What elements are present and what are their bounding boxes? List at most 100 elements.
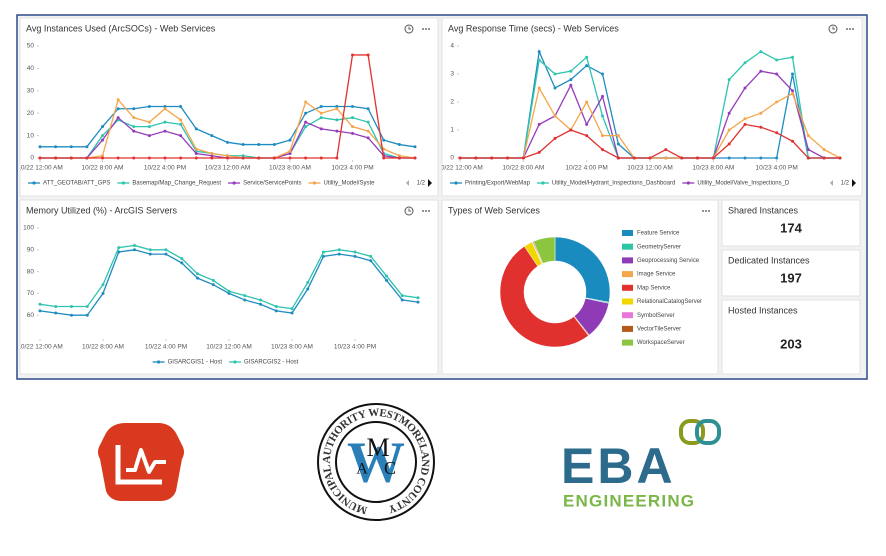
y-tick-label: 0 xyxy=(30,155,34,162)
stat-card xyxy=(721,299,861,375)
series-point xyxy=(54,145,58,149)
series-point xyxy=(85,313,89,317)
series-point xyxy=(648,156,652,160)
series-point xyxy=(553,136,557,140)
series-point xyxy=(632,156,636,160)
series-point xyxy=(759,156,763,160)
legend-label: VectorTileServer xyxy=(637,326,681,332)
history-icon xyxy=(404,24,414,34)
y-tick-label: 10 xyxy=(27,132,35,139)
series-point xyxy=(272,143,276,147)
series-point xyxy=(319,127,323,131)
x-tick-label: 10/22 8:00 AM xyxy=(82,344,124,351)
series-point xyxy=(211,278,215,282)
series-point xyxy=(585,100,589,104)
legend-item: GISARCGIS2 - Host xyxy=(229,360,299,366)
more-icon xyxy=(852,28,854,30)
series-point xyxy=(288,152,292,156)
series-point xyxy=(179,156,183,160)
series-point xyxy=(335,107,339,111)
series-point xyxy=(148,252,152,256)
legend-prev xyxy=(830,180,833,186)
series-point xyxy=(616,134,620,138)
series-point xyxy=(537,86,541,90)
series-point xyxy=(537,50,541,54)
series-point xyxy=(351,53,354,57)
history-icon xyxy=(832,26,835,30)
series-point xyxy=(822,148,826,152)
series-point xyxy=(569,69,573,73)
stat-value: 197 xyxy=(780,270,802,285)
series-point xyxy=(759,111,763,115)
series-point xyxy=(335,129,339,133)
x-tick-label: 10/23 12:00 AM xyxy=(206,344,252,351)
series-point xyxy=(319,104,323,108)
series-point xyxy=(585,122,589,126)
series-point xyxy=(822,156,826,160)
series-point xyxy=(132,156,136,160)
series-point xyxy=(416,296,420,300)
series-point xyxy=(791,89,794,93)
series-point xyxy=(351,125,354,129)
series-point xyxy=(369,259,373,263)
more-icon xyxy=(846,28,848,30)
series-point xyxy=(304,111,308,115)
panel xyxy=(441,199,719,375)
series-point xyxy=(397,156,401,160)
panel-title: Avg Instances Used (ArcSOCs) - Web Servi… xyxy=(26,23,216,33)
series-point xyxy=(54,156,58,160)
series-point xyxy=(147,156,151,160)
series-point xyxy=(179,134,183,138)
legend-item: Service/ServicePoints xyxy=(228,181,301,187)
series-point xyxy=(743,61,747,65)
panel-title: Avg Response Time (secs) - Web Services xyxy=(448,23,619,33)
legend-label: Utility_Model/Valve_Inspections_D xyxy=(697,181,790,187)
series-point xyxy=(196,272,199,276)
series-point xyxy=(210,156,214,160)
series-point xyxy=(179,104,183,108)
panel xyxy=(19,17,439,197)
series-point xyxy=(385,278,388,282)
legend-swatch xyxy=(686,181,690,185)
legend: GISARCGIS1 - Host GISARCGIS2 - Host xyxy=(152,360,299,366)
series-point xyxy=(521,156,525,160)
panel-content: Memory Utilized (%) - ArcGIS Servers 60 70… xyxy=(20,205,430,366)
series-point xyxy=(163,107,167,111)
series-point xyxy=(196,276,199,280)
series-point xyxy=(116,107,120,111)
legend-label: Map Service xyxy=(637,285,671,291)
series-point xyxy=(70,313,73,317)
series-point xyxy=(133,243,136,247)
x-tick-label: 10/22 12:00 AM xyxy=(17,165,63,172)
series-point xyxy=(38,309,42,313)
series-point xyxy=(304,100,308,104)
series-point xyxy=(335,104,339,108)
y-tick-label: 90 xyxy=(27,247,35,254)
x-tick-label: 10/23 4:00 PM xyxy=(334,344,376,351)
legend-label: Utility_Model/Hydrant_Inspections_Dashbo… xyxy=(552,181,675,187)
series-point xyxy=(241,154,245,158)
series-point xyxy=(132,129,136,133)
series-point xyxy=(553,86,557,90)
series-point xyxy=(537,58,541,62)
legend-label: GISARCGIS1 - Host xyxy=(168,360,223,366)
legend-swatch xyxy=(622,339,633,346)
series-point xyxy=(458,156,462,160)
series-point xyxy=(416,300,420,304)
series-point xyxy=(382,138,386,142)
panel xyxy=(441,17,863,197)
series-point xyxy=(290,311,294,315)
series-point xyxy=(537,122,541,126)
series-point xyxy=(664,148,668,152)
x-tick-label: 10/23 4:00 PM xyxy=(331,165,373,172)
stat-value: 174 xyxy=(780,220,802,235)
series-point xyxy=(353,250,357,254)
y-tick-label: 30 xyxy=(27,88,35,95)
series-point xyxy=(180,261,184,265)
series-point xyxy=(474,156,478,160)
series-point xyxy=(727,156,731,160)
series-point xyxy=(304,156,308,160)
series-point xyxy=(241,156,245,160)
y-tick-label: 1 xyxy=(450,127,454,134)
logo-glyph xyxy=(115,445,162,485)
